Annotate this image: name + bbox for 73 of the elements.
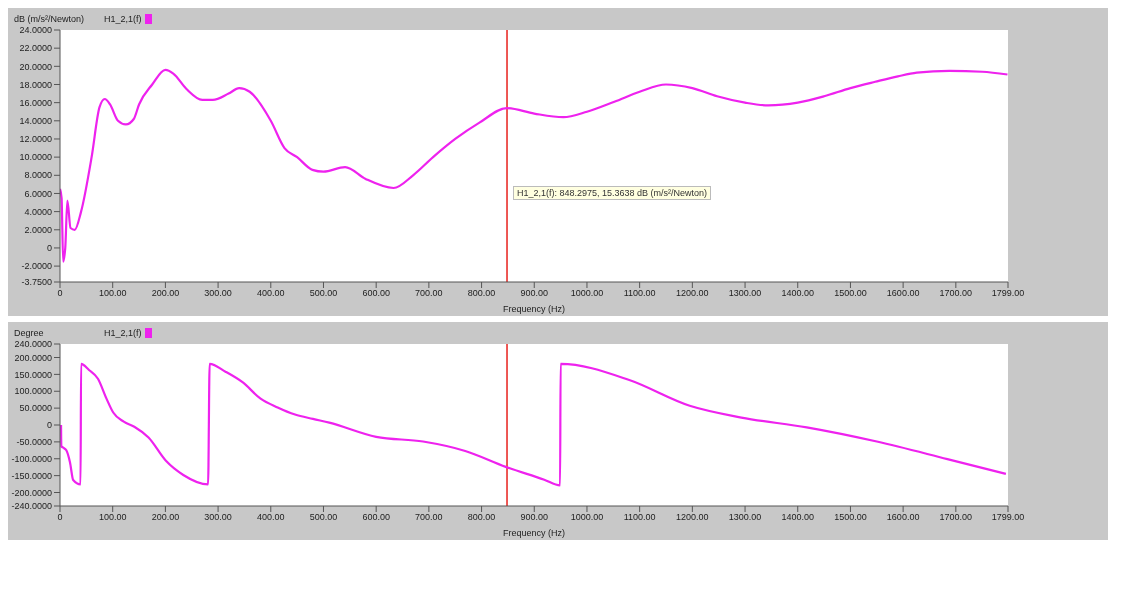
x-tick-label: 200.00 <box>151 288 180 299</box>
x-tick-label: 0 <box>57 512 63 523</box>
legend-label: H1_2,1(f) <box>104 14 142 24</box>
y-tick-label: 200.0000 <box>14 352 52 363</box>
x-tick-label: 500.00 <box>309 512 338 523</box>
x-tick-label: 1600.00 <box>886 512 920 523</box>
x-tick-label: 1500.00 <box>834 288 867 299</box>
x-axis-title: Frequency (Hz) <box>502 304 566 314</box>
y-tick-label: 12.0000 <box>19 134 52 145</box>
legend-label: H1_2,1(f) <box>104 328 142 338</box>
x-tick-label: 1000.00 <box>570 288 604 299</box>
y-tick-label: -50.0000 <box>16 437 52 448</box>
x-axis-title: Frequency (Hz) <box>502 528 566 538</box>
y-tick-label: 24.0000 <box>19 25 52 36</box>
y-tick-label: -3.7500 <box>21 277 52 288</box>
x-tick-label: 800.00 <box>467 288 496 299</box>
x-tick-label: 1400.00 <box>781 288 815 299</box>
x-tick-label: 400.00 <box>257 512 285 523</box>
y-tick-label: 240.0000 <box>14 339 52 350</box>
x-tick-label: 700.00 <box>415 512 443 523</box>
y-tick-label: 8.0000 <box>24 170 52 181</box>
y-tick-label: 0 <box>46 420 52 431</box>
x-tick-label: 200.00 <box>151 512 180 523</box>
y-tick-label: 150.0000 <box>14 369 52 380</box>
x-tick-label: 1300.00 <box>728 288 762 299</box>
y-tick-label: -100.0000 <box>11 453 52 464</box>
y-tick-label: 18.0000 <box>19 79 52 90</box>
x-tick-label: 1300.00 <box>728 512 762 523</box>
x-tick-label: 1400.00 <box>781 512 815 523</box>
x-tick-label: 1799.00 <box>991 512 1025 523</box>
x-tick-label: 900.00 <box>520 512 549 523</box>
x-tick-label: 300.00 <box>204 288 232 299</box>
x-tick-label: 1600.00 <box>886 288 920 299</box>
y-tick-label: 22.0000 <box>19 43 52 54</box>
x-tick-label: 1700.00 <box>939 512 973 523</box>
y-tick-label: -2.0000 <box>21 261 52 272</box>
y-tick-label: -200.0000 <box>11 487 52 498</box>
x-tick-label: 1000.00 <box>570 512 604 523</box>
x-tick-label: 1799.00 <box>991 288 1025 299</box>
x-tick-label: 400.00 <box>257 288 285 299</box>
x-tick-label: 600.00 <box>362 512 390 523</box>
x-tick-label: 100.00 <box>98 288 127 299</box>
y-tick-label: 0 <box>46 243 52 254</box>
y-axis-title: Degree <box>14 328 45 338</box>
x-tick-label: 1500.00 <box>834 512 867 523</box>
y-tick-label: -240.0000 <box>11 501 52 512</box>
y-tick-label: 2.0000 <box>24 224 52 235</box>
x-tick-label: 700.00 <box>415 288 443 299</box>
x-tick-label: 1100.00 <box>623 512 656 523</box>
y-tick-label: 50.0000 <box>19 403 52 414</box>
y-tick-label: -150.0000 <box>11 470 52 481</box>
y-tick-label: 20.0000 <box>19 61 52 72</box>
x-tick-label: 0 <box>57 288 63 299</box>
annotation: H1_2,1(f): 848.2975, 15.3638 dB (m/s²/Newton) <box>513 186 712 200</box>
x-tick-label: 500.00 <box>309 288 338 299</box>
y-tick-label: 6.0000 <box>24 188 52 199</box>
y-tick-label: 16.0000 <box>19 97 52 108</box>
x-tick-label: 300.00 <box>204 512 232 523</box>
line-series <box>60 68 1008 263</box>
x-tick-label: 1100.00 <box>623 288 656 299</box>
x-tick-label: 100.00 <box>98 512 127 523</box>
x-tick-label: 600.00 <box>362 288 390 299</box>
y-tick-label: 100.0000 <box>14 386 52 397</box>
y-axis-title: dB (m/s²/Newton) <box>14 14 85 24</box>
x-tick-label: 800.00 <box>467 512 496 523</box>
x-tick-label: 1200.00 <box>676 288 709 299</box>
x-tick-label: 900.00 <box>520 288 549 299</box>
y-tick-label: 4.0000 <box>24 206 52 217</box>
y-tick-label: 14.0000 <box>19 116 52 127</box>
y-tick-label: 10.0000 <box>19 152 52 163</box>
x-tick-label: 1200.00 <box>676 512 709 523</box>
line-series <box>60 362 1007 487</box>
x-tick-label: 1700.00 <box>939 288 973 299</box>
